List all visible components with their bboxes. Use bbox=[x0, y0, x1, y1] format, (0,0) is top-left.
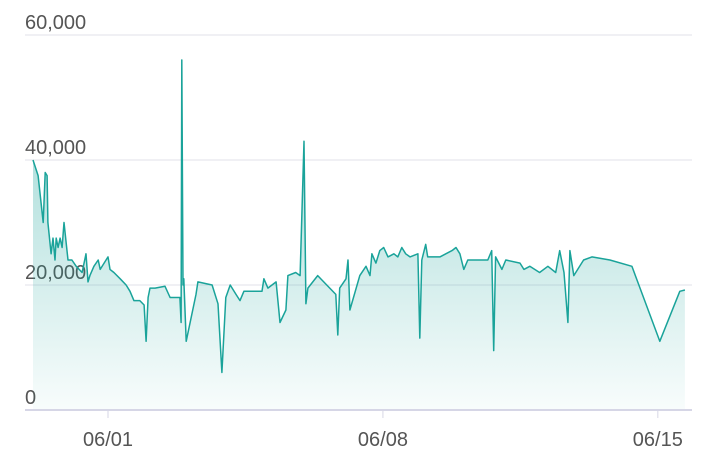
x-tick-label: 06/08 bbox=[358, 429, 408, 451]
x-tick-label: 06/01 bbox=[83, 429, 133, 451]
x-tick-label: 06/15 bbox=[633, 429, 683, 451]
y-tick-label: 60,000 bbox=[25, 12, 86, 34]
y-tick-label: 40,000 bbox=[25, 137, 86, 159]
area-fill bbox=[33, 60, 685, 410]
y-tick-label: 0 bbox=[25, 387, 36, 409]
area-line bbox=[32, 59, 686, 374]
